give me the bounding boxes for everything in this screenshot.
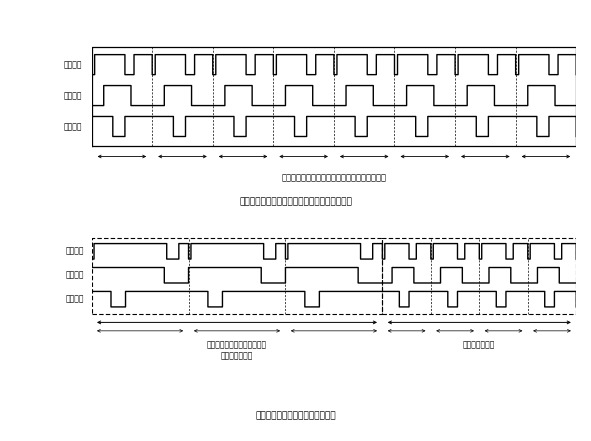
Text: 中速及び高速域: 中速及び高速域 [463,341,495,350]
Text: 相１電圧: 相１電圧 [66,247,85,256]
Text: 標準的な固定周波数・固定位相ＰＷＭスキーム: 標準的な固定周波数・固定位相ＰＷＭスキーム [281,174,387,183]
Text: 相２電圧: 相２電圧 [64,91,83,100]
Text: 相１電圧: 相１電圧 [64,60,83,69]
Text: 相３電圧: 相３電圧 [66,295,85,304]
Text: （ｂ）位相／周波数可変型ＰＷＭ: （ｂ）位相／周波数可変型ＰＷＭ [255,411,336,420]
Text: 相３電圧: 相３電圧 [64,122,83,131]
Text: 静止時及び極低速時における
ＰＷＭスキーム: 静止時及び極低速時における ＰＷＭスキーム [207,341,267,360]
Text: （ａ）通常型のＰＷＭ、ＳＷＭ又はＳＶＰＷＭ: （ａ）通常型のＰＷＭ、ＳＷＭ又はＳＶＰＷＭ [239,197,352,206]
Text: 相２電圧: 相２電圧 [66,271,85,280]
